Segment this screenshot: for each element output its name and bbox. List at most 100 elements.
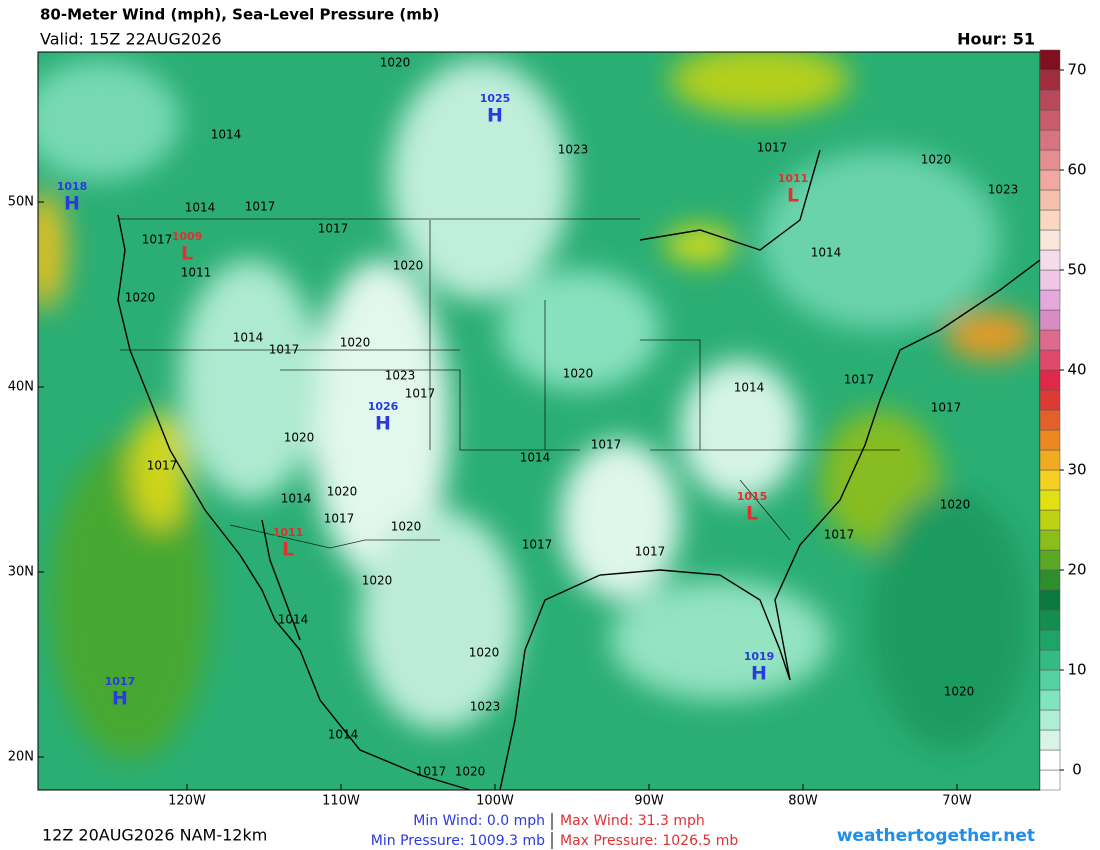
colorbar-label: 20 (1067, 561, 1086, 579)
colorbar-bin (1039, 509, 1061, 531)
isobar-label: 1020 (921, 153, 952, 167)
center-value: 1015 (737, 490, 768, 503)
isobar-label: 1014 (734, 381, 765, 395)
valid-time: Valid: 15Z 22AUG2026 (40, 30, 222, 49)
center-value: 1018 (57, 180, 88, 193)
colorbar-bin (1039, 289, 1061, 311)
isobar-label: 1020 (284, 431, 315, 445)
center-letter: H (375, 413, 391, 435)
isobar-label: 1017 (844, 373, 875, 387)
lat-label: 20N (8, 750, 34, 765)
colorbar-bin (1039, 269, 1061, 291)
isobar-label: 1014 (520, 451, 551, 465)
isobar-label: 1014 (211, 128, 242, 142)
colorbar-bin (1039, 309, 1061, 331)
isobar-label: 1020 (455, 765, 486, 779)
center-value: 1011 (273, 526, 304, 539)
lat-label: 50N (8, 195, 34, 210)
center-letter: H (112, 688, 128, 710)
isobar-label: 1023 (988, 183, 1019, 197)
lon-label: 80W (788, 794, 818, 809)
colorbar-bin (1039, 249, 1061, 271)
center-letter: L (746, 503, 758, 525)
center-value: 1009 (172, 230, 203, 243)
max-pressure: Max Pressure: 1026.5 mb (560, 833, 738, 849)
colorbar-bin (1039, 389, 1061, 411)
colorbar-bin (1039, 629, 1061, 651)
colorbar-bin (1039, 69, 1061, 91)
colorbar-bin (1039, 649, 1061, 671)
isobar-label: 1017 (245, 200, 276, 214)
lon-label: 100W (476, 794, 514, 809)
isobar-label: 1014 (811, 246, 842, 260)
isobar-label: 1020 (940, 498, 971, 512)
colorbar-label: 10 (1067, 661, 1086, 679)
center-letter: L (282, 539, 294, 561)
colorbar-label: 60 (1067, 161, 1086, 179)
colorbar-bin (1039, 49, 1061, 71)
isobar-label: 1020 (393, 259, 424, 273)
colorbar-bin (1039, 409, 1061, 431)
isobar-label: 1020 (125, 291, 156, 305)
isobar-label: 1020 (469, 646, 500, 660)
center-letter: H (64, 193, 80, 215)
colorbar-bin (1039, 569, 1061, 591)
lat-label: 30N (8, 565, 34, 580)
lat-label: 40N (8, 380, 34, 395)
isobar-label: 1017 (635, 545, 666, 559)
map-field (38, 52, 1040, 790)
colorbar-bin (1039, 609, 1061, 631)
isobar-label: 1014 (278, 613, 309, 627)
center-letter: H (751, 663, 767, 685)
isobar-label: 1020 (380, 56, 411, 70)
isobar-label: 1020 (362, 574, 393, 588)
colorbar-bin (1039, 709, 1061, 731)
center-value: 1025 (480, 92, 511, 105)
site-credit: weathertogether.net (837, 826, 1035, 846)
isobar-label: 1020 (327, 485, 358, 499)
isobar-label: 1014 (185, 201, 216, 215)
colorbar-bin (1039, 209, 1061, 231)
colorbar-bin (1039, 489, 1061, 511)
isobar-label: 1020 (944, 685, 975, 699)
colorbar-bin (1039, 329, 1061, 351)
isobar-label: 1023 (385, 369, 416, 383)
lon-label: 70W (942, 794, 972, 809)
isobar-label: 1017 (324, 512, 355, 526)
center-letter: L (181, 243, 193, 265)
lon-label: 90W (634, 794, 664, 809)
isobar-label: 1017 (931, 401, 962, 415)
colorbar-bin (1039, 669, 1061, 691)
model-run: 12Z 20AUG2026 NAM-12km (42, 826, 267, 845)
colorbar-bin (1039, 89, 1061, 111)
colorbar-bin (1039, 369, 1061, 391)
lon-label: 110W (322, 794, 360, 809)
min-wind: Min Wind: 0.0 mph (413, 813, 545, 829)
center-value: 1019 (744, 650, 775, 663)
colorbar-label: 50 (1067, 261, 1086, 279)
isobar-label: 1011 (181, 266, 212, 280)
colorbar-bin (1039, 189, 1061, 211)
colorbar-bin (1039, 449, 1061, 471)
isobar-label: 1014 (233, 331, 264, 345)
min-pressure: Min Pressure: 1009.3 mb (371, 833, 545, 849)
center-letter: H (487, 105, 503, 127)
lon-label: 120W (168, 794, 206, 809)
isobar-label: 1023 (470, 700, 501, 714)
colorbar-bin (1039, 109, 1061, 131)
isobar-label: 1017 (824, 528, 855, 542)
isobar-label: 1017 (591, 438, 622, 452)
colorbar-bin (1039, 229, 1061, 251)
colorbar-label: 70 (1067, 61, 1086, 79)
isobar-label: 1020 (340, 336, 371, 350)
colorbar-bin (1039, 529, 1061, 551)
isobar-label: 1014 (328, 728, 359, 742)
colorbar-bin (1039, 429, 1061, 451)
colorbar-bin (1039, 689, 1061, 711)
isobar-label: 1023 (558, 143, 589, 157)
colorbar-bin (1039, 749, 1061, 771)
colorbar-label: 30 (1067, 461, 1086, 479)
center-letter: L (787, 185, 799, 207)
colorbar-bin (1039, 729, 1061, 751)
